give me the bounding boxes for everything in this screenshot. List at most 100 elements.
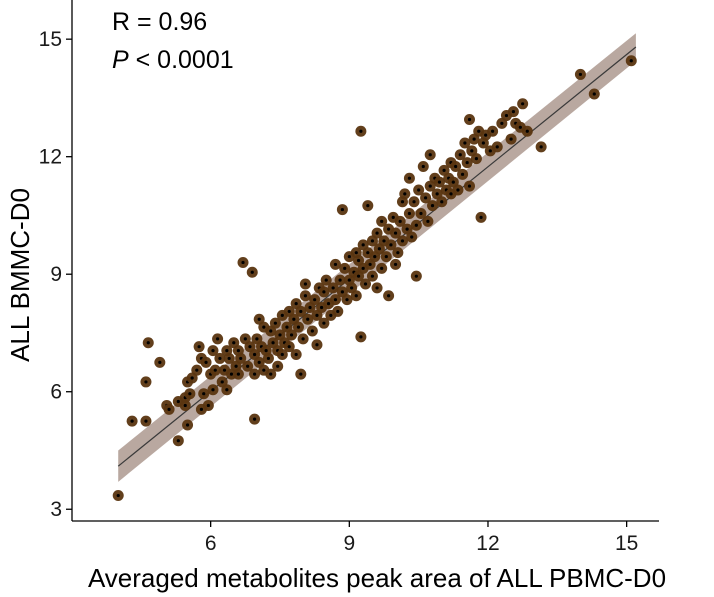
- data-point-center: [144, 419, 148, 423]
- data-point-center: [393, 231, 398, 235]
- data-point: [320, 274, 332, 286]
- data-point-center: [225, 388, 229, 392]
- data-point: [265, 368, 277, 380]
- data-point-center: [511, 110, 516, 114]
- y-tick-label: 9: [50, 263, 62, 286]
- data-point-center: [326, 301, 331, 306]
- data-point: [394, 215, 406, 227]
- correlation-annotation: R = 0.96: [112, 8, 208, 36]
- data-point-center: [463, 141, 467, 145]
- data-point-center: [465, 160, 469, 165]
- data-point: [295, 305, 307, 317]
- data-point: [142, 337, 154, 349]
- data-point: [276, 349, 288, 361]
- data-point-center: [213, 368, 217, 372]
- data-point-center: [398, 219, 402, 223]
- data-point-center: [380, 219, 384, 223]
- data-point-center: [239, 356, 243, 361]
- data-point-center: [504, 113, 509, 118]
- y-axis-title: ALL BMMC-D0: [5, 188, 35, 362]
- data-point: [376, 262, 388, 274]
- data-point: [410, 219, 422, 231]
- data-point: [290, 349, 302, 361]
- x-axis-title: Averaged metabolites peak area of ALL PB…: [88, 563, 666, 593]
- data-point: [457, 168, 469, 180]
- data-point-center: [183, 403, 187, 408]
- data-point-center: [215, 337, 220, 341]
- data-point: [329, 258, 341, 270]
- data-point: [390, 227, 402, 239]
- data-point-center: [343, 266, 347, 270]
- data-point: [209, 364, 221, 376]
- data-point-center: [227, 356, 231, 361]
- data-point-center: [481, 141, 485, 145]
- data-point-center: [220, 380, 224, 384]
- data-point: [232, 368, 244, 380]
- data-point-center: [389, 243, 393, 247]
- data-point: [269, 317, 281, 329]
- data-point-center: [421, 164, 425, 169]
- data-point-center: [345, 298, 349, 302]
- data-point-center: [437, 180, 442, 184]
- data-point: [318, 286, 330, 298]
- data-point-center: [264, 348, 268, 353]
- p-value-annotation: P < 0.0001: [112, 46, 234, 75]
- data-point: [334, 274, 346, 286]
- data-point: [341, 294, 353, 306]
- data-point: [422, 215, 434, 227]
- data-point: [246, 266, 258, 278]
- data-point-center: [384, 254, 388, 259]
- data-point-center: [387, 294, 391, 298]
- data-point-center: [356, 274, 361, 278]
- data-point: [403, 207, 415, 219]
- data-point: [461, 157, 473, 169]
- data-point-center: [521, 102, 525, 106]
- data-point: [376, 215, 388, 227]
- data-point: [198, 388, 210, 400]
- data-point: [299, 278, 311, 290]
- y-tick-label: 3: [50, 498, 62, 521]
- data-point-center: [350, 286, 354, 290]
- data-point: [297, 333, 309, 345]
- data-point-center: [246, 364, 250, 368]
- data-point-center: [405, 227, 409, 231]
- data-point: [309, 294, 321, 306]
- data-point-center: [130, 419, 134, 423]
- data-point: [249, 413, 261, 425]
- data-point-center: [380, 266, 384, 270]
- data-point-center: [440, 200, 444, 204]
- data-point-center: [368, 262, 372, 267]
- data-point-center: [400, 200, 405, 204]
- data-point-center: [361, 266, 365, 270]
- data-point-center: [336, 309, 340, 314]
- data-point-center: [382, 239, 386, 243]
- data-point-center: [310, 329, 314, 333]
- data-point-center: [347, 254, 351, 259]
- x-tick-label: 9: [343, 532, 355, 555]
- data-point-center: [276, 364, 280, 368]
- data-point: [507, 106, 519, 118]
- data-point: [491, 141, 503, 153]
- data-point-center: [578, 72, 583, 77]
- data-point-center: [232, 341, 236, 345]
- data-point: [470, 153, 482, 165]
- data-point-center: [361, 243, 365, 247]
- data-point: [336, 204, 348, 216]
- data-point-center: [188, 392, 192, 396]
- data-point: [242, 360, 254, 372]
- data-point-center: [472, 137, 476, 141]
- data-point-center: [116, 493, 120, 498]
- data-point-center: [403, 192, 407, 196]
- data-point: [207, 384, 219, 396]
- data-point-center: [366, 204, 370, 208]
- data-point: [302, 313, 314, 325]
- data-point-center: [500, 121, 504, 125]
- data-point-center: [329, 313, 333, 317]
- data-point: [262, 352, 274, 364]
- data-point: [272, 360, 284, 372]
- data-point-center: [197, 345, 201, 349]
- data-point: [221, 384, 233, 396]
- data-point-center: [306, 317, 310, 321]
- data-point-center: [262, 325, 266, 329]
